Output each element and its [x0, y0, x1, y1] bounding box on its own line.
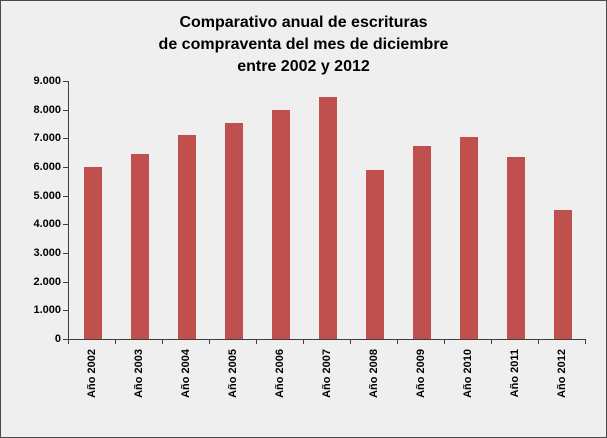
y-axis-tick-label: 4.000 [33, 218, 61, 231]
bar-año-2005 [224, 122, 243, 339]
x-axis-tick-mark [256, 340, 257, 344]
bar-año-2011 [506, 156, 525, 339]
x-axis-tick-mark [162, 340, 163, 344]
bar-año-2006 [271, 109, 290, 339]
y-axis-tick-mark [63, 167, 68, 168]
y-axis-tick-mark [63, 339, 68, 340]
y-axis-tick-label: 1.000 [33, 304, 61, 317]
x-axis-category-label: Año 2011 [508, 349, 521, 398]
y-axis-tick-mark [63, 310, 68, 311]
y-axis-tick-mark [63, 224, 68, 225]
bar-año-2002 [83, 167, 102, 339]
y-axis-tick-label: 8.000 [33, 103, 61, 116]
x-axis-category-label: Año 2002 [85, 349, 98, 398]
x-axis-category-label: Año 2010 [461, 349, 474, 398]
y-axis-tick-label: 6.000 [33, 161, 61, 173]
bar-año-2009 [412, 145, 431, 339]
y-axis-tick-mark [63, 138, 68, 139]
x-axis-tick-mark [350, 340, 351, 344]
bar-año-2012 [553, 210, 572, 339]
x-axis-tick-mark [491, 340, 492, 344]
chart-title-line-3: entre 2002 y 2012 [237, 58, 370, 75]
y-axis-tick-mark [63, 196, 68, 197]
x-axis-category-label: Año 2004 [179, 349, 192, 398]
x-axis-tick-mark [209, 340, 210, 344]
x-axis-tick-mark [68, 340, 69, 344]
bar-año-2010 [459, 136, 478, 339]
x-axis-category-label: Año 2005 [226, 349, 239, 398]
y-axis-tick-label: 7.000 [33, 132, 61, 145]
x-axis-category-label: Año 2007 [320, 349, 333, 398]
bar-año-2008 [365, 169, 384, 339]
y-axis-tick-label: 0 [54, 333, 61, 345]
chart-title-line-2: de compraventa del mes de diciembre [158, 36, 449, 53]
x-axis-category-label: Año 2003 [132, 349, 145, 398]
y-axis-tick-label: 9.000 [33, 75, 61, 87]
chart-title-line-1: Comparativo anual de escrituras [179, 14, 428, 31]
x-axis-tick-mark [585, 340, 586, 344]
y-axis-tick-mark [63, 110, 68, 111]
x-axis-tick-mark [397, 340, 398, 344]
x-axis-category-label: Año 2008 [367, 349, 380, 398]
x-axis-category-label: Año 2006 [273, 349, 286, 398]
y-axis-tick-label: 3.000 [33, 247, 61, 259]
x-axis-category-label: Año 2012 [555, 349, 568, 398]
y-axis-tick-mark [63, 81, 68, 82]
bar-año-2007 [318, 96, 337, 339]
x-axis-tick-mark [444, 340, 445, 344]
bar-año-2004 [177, 135, 196, 339]
plot-area [68, 81, 586, 340]
y-axis-tick-label: 5.000 [33, 189, 61, 202]
y-axis-tick-mark [63, 253, 68, 254]
y-axis-tick-mark [63, 282, 68, 283]
chart-title: Comparativo anual de escrituras de compr… [1, 12, 606, 78]
x-axis-tick-mark [115, 340, 116, 344]
bar-año-2003 [130, 154, 149, 339]
x-axis-category-label: Año 2009 [414, 349, 427, 398]
x-axis-tick-mark [538, 340, 539, 344]
y-axis-tick-label: 2.000 [33, 275, 61, 288]
x-axis-tick-mark [303, 340, 304, 344]
